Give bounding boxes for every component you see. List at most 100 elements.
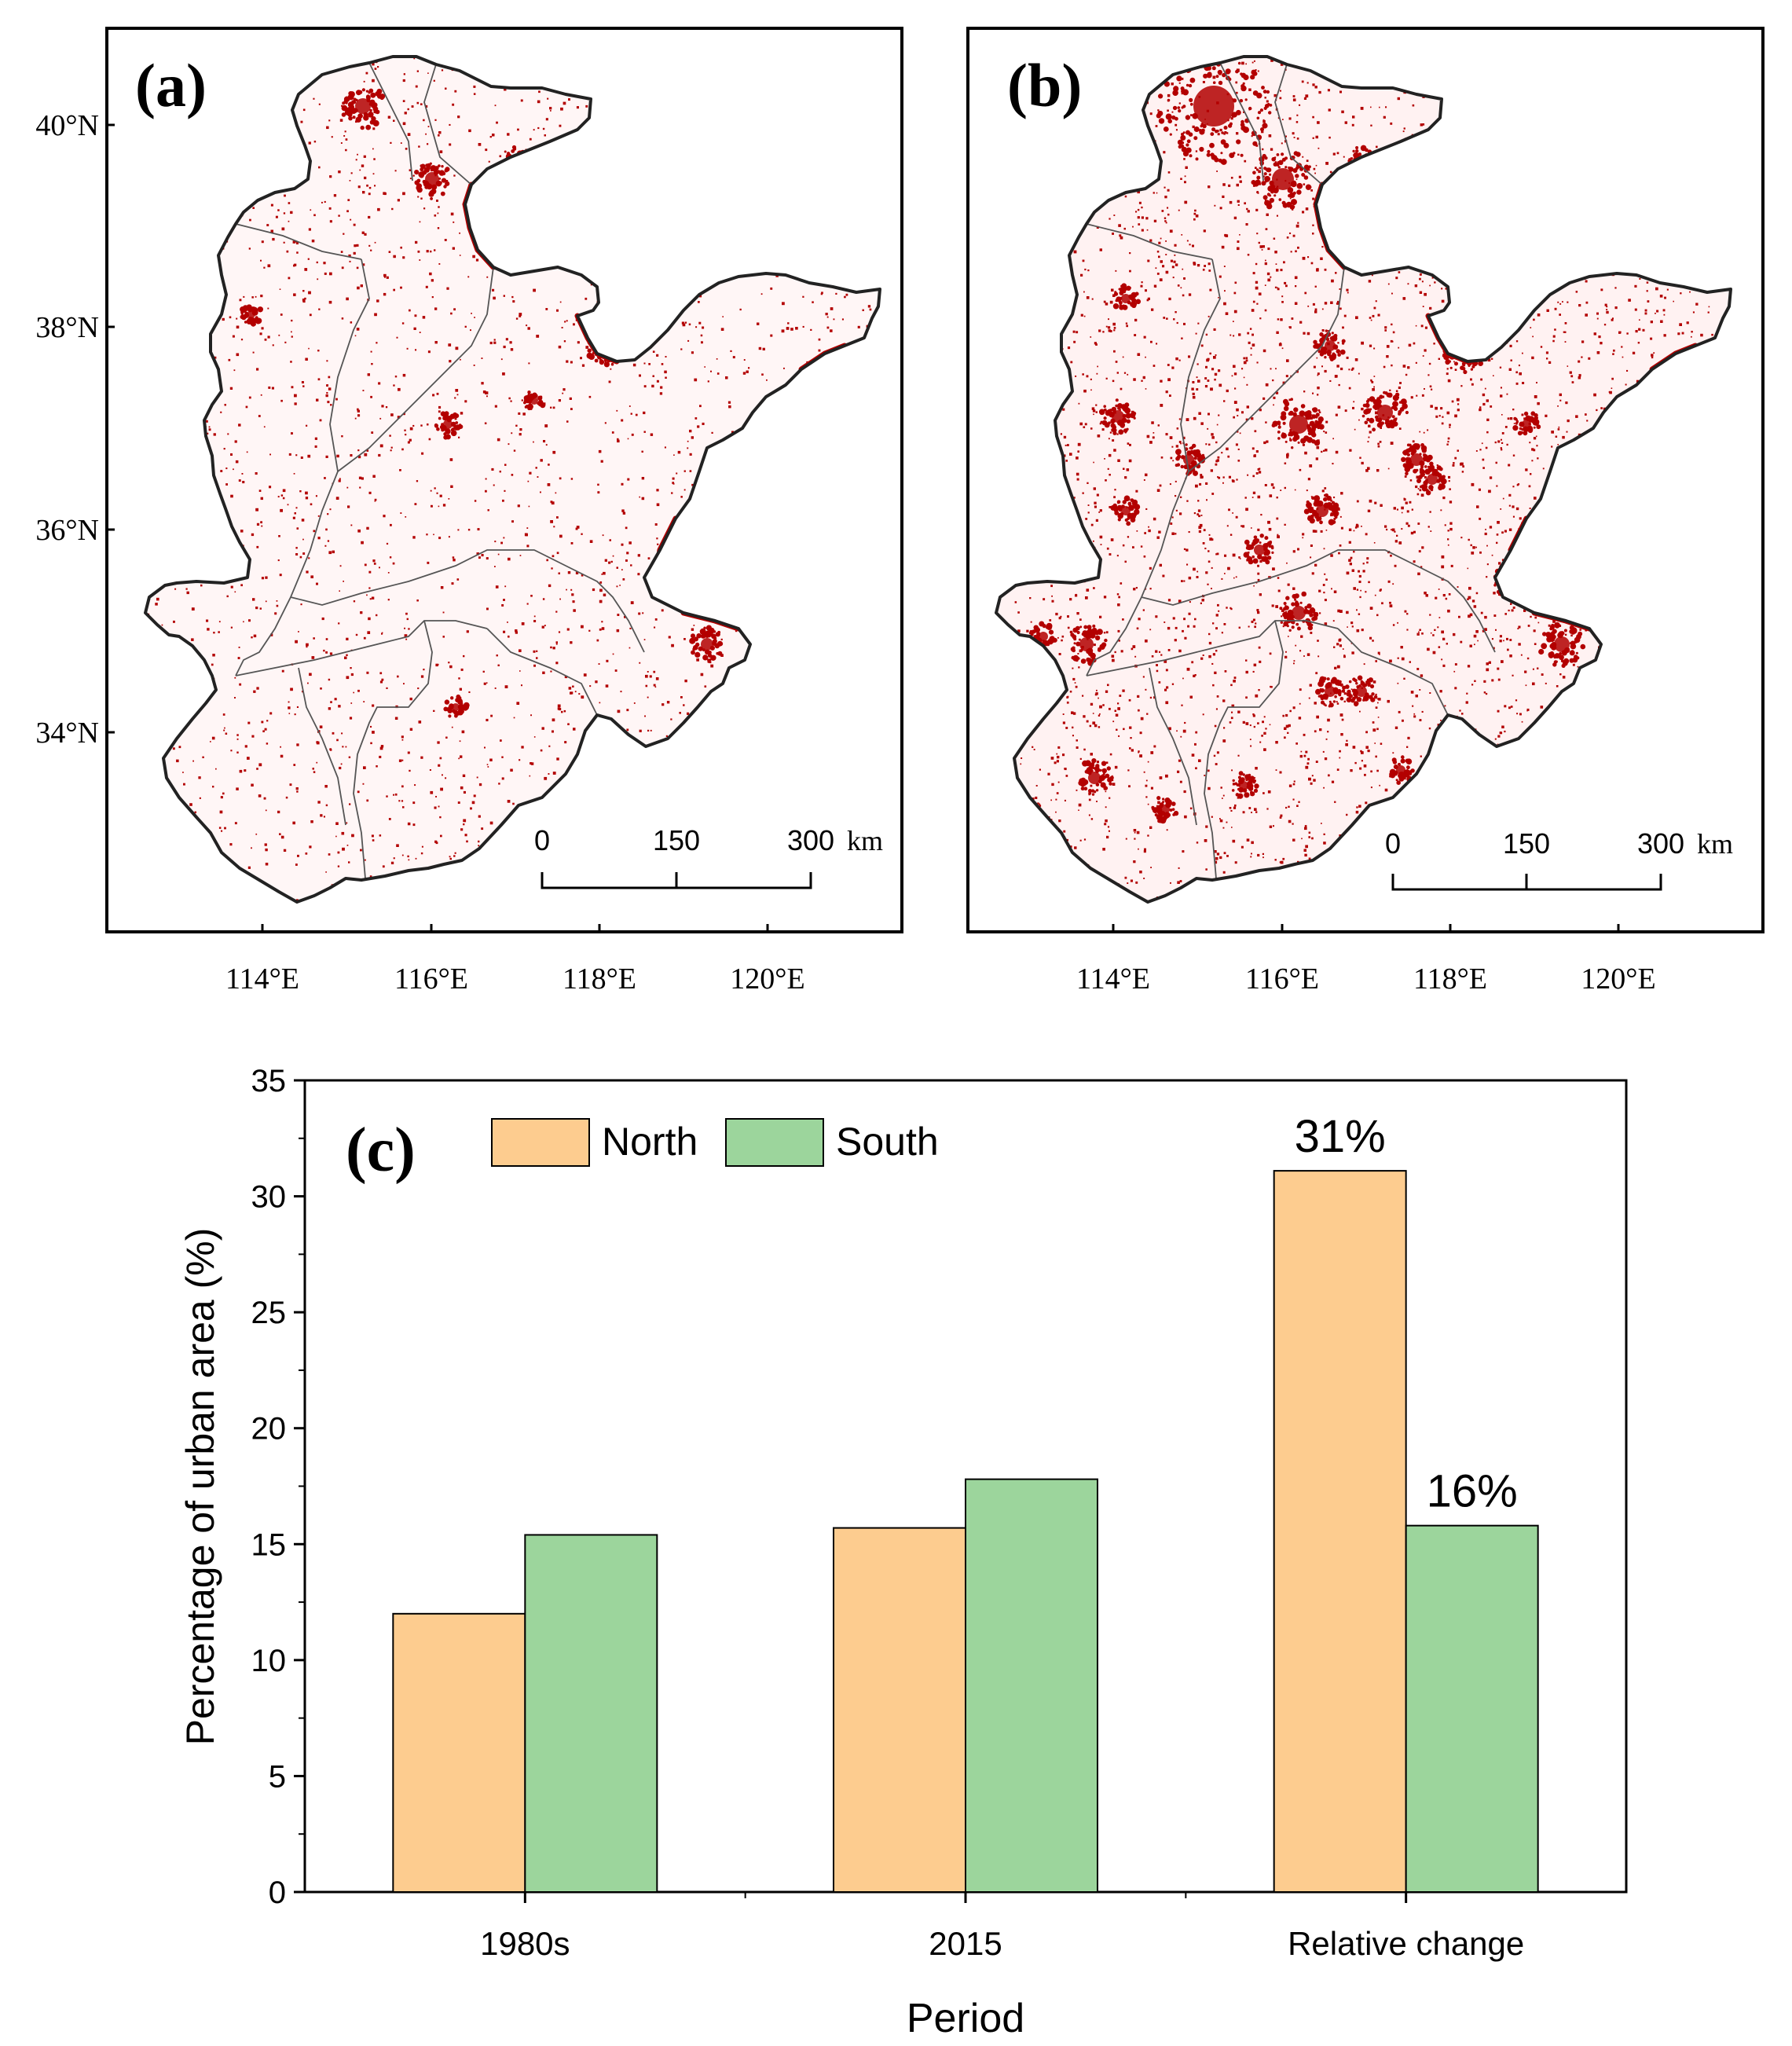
urban-pixel [1330,301,1333,304]
urban-pixel [1073,250,1077,254]
urban-pixel [473,85,476,88]
urban-pixel [559,707,562,711]
urban-pixel [306,646,308,648]
urban-pixel [1350,769,1353,772]
urban-pixel [383,273,387,277]
urban-pixel [430,790,434,794]
urban-pixel [1504,426,1508,428]
urban-pixel [1183,322,1186,325]
urban-pixel [1508,706,1511,710]
urban-pixel [1512,486,1515,488]
urban-pixel [653,670,656,673]
urban-pixel [326,360,328,362]
urban-pixel [247,306,253,313]
urban-pixel [1137,190,1140,194]
urban-pixel [415,857,417,860]
urban-pixel [371,116,376,122]
urban-pixel [363,80,365,82]
urban-pixel [362,191,365,194]
urban-pixel [1252,713,1255,716]
urban-pixel [353,691,354,694]
urban-pixel [1324,268,1327,271]
urban-pixel [320,688,322,690]
urban-pixel [412,536,416,539]
urban-pixel [224,404,226,406]
urban-pixel [503,345,506,349]
urban-pixel [1567,419,1570,423]
urban-pixel [251,296,254,299]
urban-pixel [587,348,592,353]
urban-pixel [394,717,398,720]
urban-pixel [1171,516,1174,519]
urban-pixel [255,508,258,512]
urban-pixel [645,674,648,678]
urban-pixel [604,361,607,365]
urban-pixel [1489,476,1493,479]
urban-pixel [1217,476,1219,478]
urban-pixel [1277,534,1279,536]
urban-pixel [693,644,698,651]
urban-pixel [707,380,709,383]
urban-pixel [1419,689,1421,691]
urban-pixel [386,687,388,689]
urban-pixel [1512,607,1515,609]
urban-pixel [1288,724,1291,728]
urban-pixel [1323,431,1325,433]
urban-pixel [302,385,305,387]
urban-pixel [264,338,267,341]
urban-pixel [608,380,611,383]
urban-pixel [304,297,306,300]
urban-pixel [1356,629,1360,632]
urban-pixel [437,227,440,229]
urban-pixel [694,651,701,658]
urban-pixel [1323,833,1325,835]
urban-pixel [432,394,435,397]
urban-pixel [621,419,624,422]
urban-pixel [492,134,495,137]
urban-pixel [1109,753,1112,756]
urban-pixel [522,412,526,416]
urban-pixel [761,373,764,376]
urban-pixel [220,411,222,413]
urban-pixel [1376,728,1379,731]
urban-pixel [324,272,327,275]
urban-pixel [559,534,563,538]
urban-pixel [527,327,530,330]
urban-pixel [497,664,500,666]
urban-pixel [1216,424,1218,426]
urban-pixel [835,292,837,295]
urban-pixel [1113,327,1116,329]
urban-pixel [1508,368,1512,371]
urban-pixel [1483,680,1486,683]
urban-pixel [571,593,574,596]
urban-pixel [1317,147,1320,149]
urban-pixel [1285,651,1287,653]
urban-pixel [601,621,603,623]
urban-pixel [341,435,343,438]
urban-pixel [207,628,210,631]
urban-pixel [412,801,416,805]
urban-pixel [297,854,299,857]
urban-pixel [348,254,351,258]
urban-pixel [1204,265,1206,267]
urban-pixel [1112,233,1114,235]
urban-pixel [207,432,209,434]
urban-pixel [1187,625,1189,628]
urban-pixel [1485,692,1488,695]
urban-pixel [703,626,706,630]
urban-pixel [1567,365,1569,367]
urban-pixel [438,177,442,180]
urban-pixel [1421,546,1424,549]
urban-pixel [385,406,388,409]
urban-pixel [716,358,718,360]
urban-pixel [725,376,728,380]
urban-pixel [1442,594,1446,597]
urban-pixel [539,395,543,398]
urban-pixel [1082,695,1084,697]
urban-pixel [566,628,570,631]
urban-pixel [656,537,658,540]
urban-pixel [1281,301,1284,303]
urban-pixel [573,609,576,612]
urban-pixel [444,239,447,241]
urban-pixel [1079,839,1082,842]
